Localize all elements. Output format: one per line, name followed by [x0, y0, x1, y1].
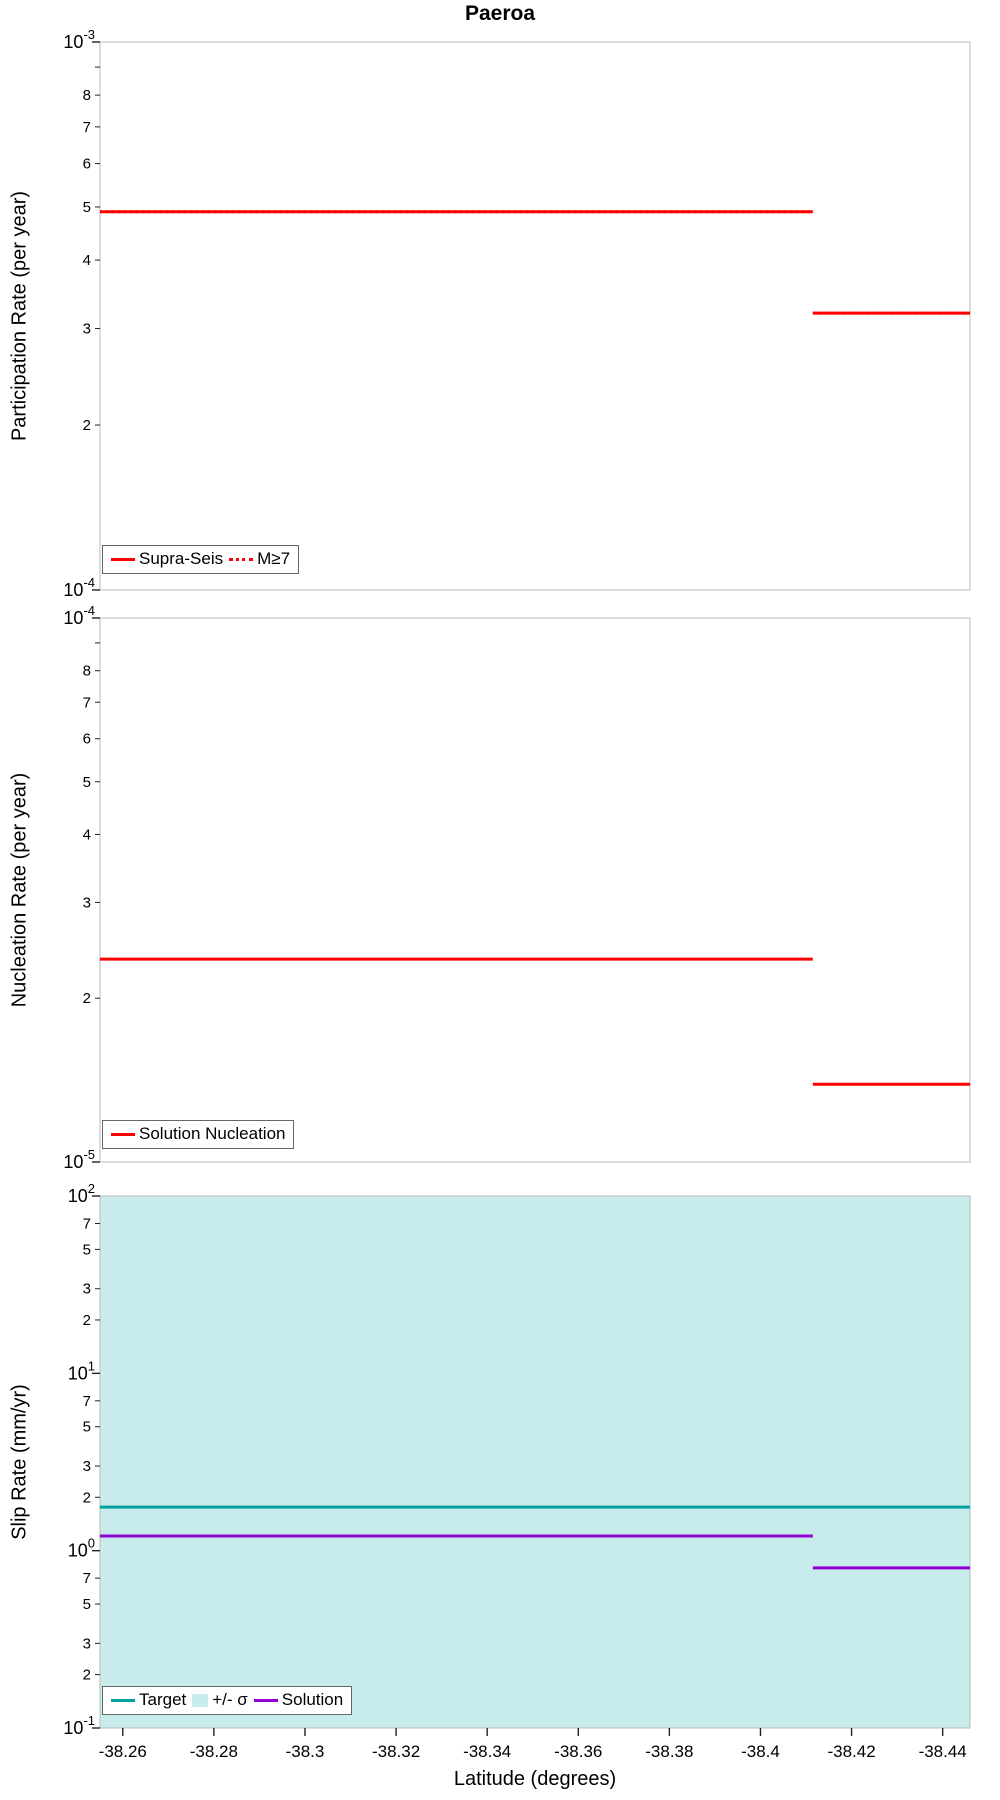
legend-label-sigma-band: +/- σ — [212, 1690, 248, 1709]
svg-text:3: 3 — [83, 1281, 91, 1298]
svg-text:10-5: 10-5 — [63, 1147, 95, 1172]
svg-text:2: 2 — [83, 1489, 91, 1506]
svg-text:4: 4 — [83, 826, 91, 843]
svg-text:-38.28: -38.28 — [190, 1742, 238, 1761]
legend-label-target: Target — [139, 1690, 187, 1709]
solution-line-swatch — [253, 1698, 278, 1702]
y-axis-label-slip-rate: Slip Rate (mm/yr) — [8, 1384, 31, 1540]
svg-text:5: 5 — [83, 774, 91, 791]
target-line-swatch — [111, 1698, 135, 1702]
svg-text:5: 5 — [83, 199, 91, 216]
svg-text:7: 7 — [83, 694, 91, 711]
svg-text:-38.42: -38.42 — [827, 1742, 875, 1761]
legend-label-solution-nucleation: Solution Nucleation — [139, 1124, 286, 1143]
legend-item-solution-nucleation: Solution Nucleation — [111, 1124, 286, 1144]
svg-text:10-4: 10-4 — [63, 603, 95, 628]
m7-dotted-line-swatch — [229, 557, 254, 561]
svg-text:3: 3 — [83, 1635, 91, 1652]
legend-item-target: Target — [111, 1690, 187, 1710]
svg-text:2: 2 — [83, 990, 91, 1007]
svg-text:5: 5 — [83, 1596, 91, 1613]
svg-text:-38.38: -38.38 — [645, 1742, 693, 1761]
svg-text:-38.26: -38.26 — [99, 1742, 147, 1761]
svg-text:5: 5 — [83, 1419, 91, 1436]
sigma-band-patch-swatch — [192, 1693, 209, 1707]
svg-text:7: 7 — [83, 1393, 91, 1410]
svg-text:-38.4: -38.4 — [741, 1742, 780, 1761]
legend-slip-rate: Target +/- σ Solution — [102, 1686, 353, 1715]
svg-text:7: 7 — [83, 1215, 91, 1232]
legend-label-m7: M≥7 — [257, 549, 291, 568]
svg-text:-38.44: -38.44 — [919, 1742, 967, 1761]
y-axis-label-nucleation-rate: Nucleation Rate (per year) — [8, 772, 31, 1008]
legend-item-m7: M≥7 — [229, 549, 291, 569]
svg-text:10-1: 10-1 — [63, 1713, 95, 1738]
svg-text:-38.34: -38.34 — [463, 1742, 511, 1761]
chart-title: Paeroa — [464, 2, 536, 25]
svg-text:101: 101 — [68, 1358, 95, 1383]
svg-text:5: 5 — [83, 1241, 91, 1258]
legend-label-solution: Solution — [281, 1690, 344, 1709]
solution-nucleation-line-swatch — [111, 1132, 135, 1136]
supra-seis-line-swatch — [111, 557, 135, 561]
svg-text:102: 102 — [68, 1181, 95, 1206]
svg-text:10-4: 10-4 — [63, 575, 95, 600]
svg-text:3: 3 — [83, 894, 91, 911]
svg-text:8: 8 — [83, 663, 91, 680]
svg-text:10-3: 10-3 — [63, 27, 95, 52]
x-axis-label: Latitude (degrees) — [453, 1768, 617, 1790]
svg-text:6: 6 — [83, 731, 91, 748]
legend-item-supra-seis: Supra-Seis — [111, 549, 224, 569]
svg-text:3: 3 — [83, 1458, 91, 1475]
svg-text:-38.3: -38.3 — [286, 1742, 325, 1761]
svg-text:-38.36: -38.36 — [554, 1742, 602, 1761]
svg-text:8: 8 — [83, 87, 91, 104]
legend-item-solution: Solution — [253, 1690, 344, 1710]
svg-text:2: 2 — [83, 417, 91, 434]
legend-nucleation: Solution Nucleation — [102, 1120, 295, 1149]
legend-item-sigma-band: +/- σ — [192, 1690, 248, 1710]
svg-text:3: 3 — [83, 321, 91, 338]
legend-participation: Supra-Seis M≥7 — [102, 545, 300, 574]
svg-text:6: 6 — [83, 156, 91, 173]
svg-text:2: 2 — [83, 1312, 91, 1329]
legend-label-supra-seis: Supra-Seis — [139, 549, 224, 568]
y-axis-label-participation-rate: Participation Rate (per year) — [8, 190, 31, 442]
svg-text:100: 100 — [68, 1536, 95, 1561]
svg-text:4: 4 — [83, 252, 91, 269]
svg-text:-38.32: -38.32 — [372, 1742, 420, 1761]
svg-text:7: 7 — [83, 1570, 91, 1587]
svg-text:7: 7 — [83, 119, 91, 136]
svg-text:2: 2 — [83, 1667, 91, 1684]
